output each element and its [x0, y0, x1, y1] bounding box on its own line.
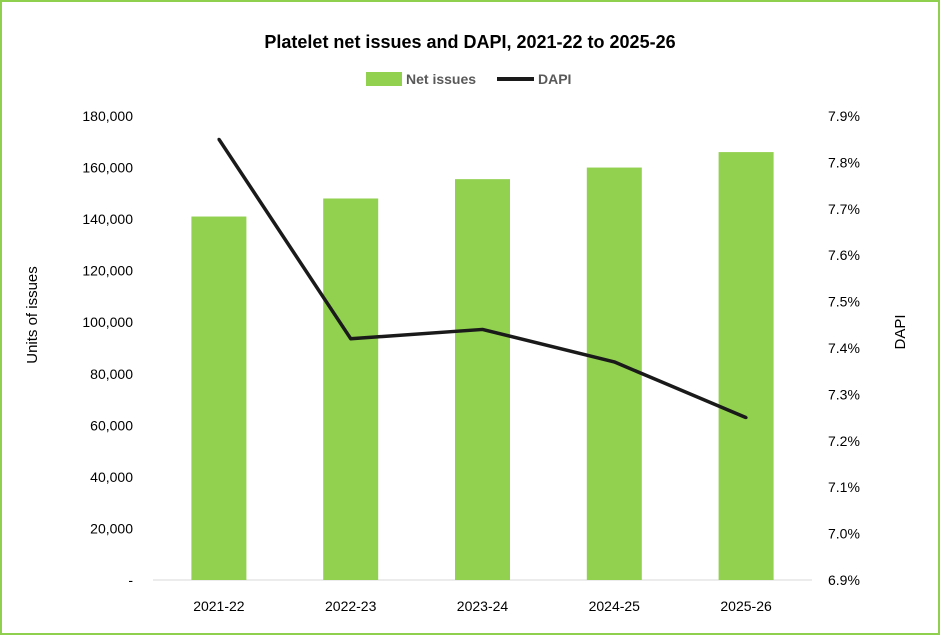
- y-tick-label: 100,000: [82, 314, 133, 330]
- y2-tick-label: 7.0%: [828, 526, 860, 542]
- legend-label-net-issues: Net issues: [406, 71, 476, 87]
- y-tick-label: 20,000: [90, 520, 133, 536]
- y2-tick-label: 7.6%: [828, 247, 860, 263]
- y-tick-label: 180,000: [82, 108, 133, 124]
- dapi-point-2021-22: [217, 137, 221, 141]
- y-axis-title: Units of issues: [24, 266, 41, 364]
- legend-swatch-net-issues: [366, 72, 402, 86]
- x-tick-label: 2021-22: [193, 598, 245, 614]
- y2-axis-title: DAPI: [892, 314, 909, 349]
- x-tick-label: 2025-26: [720, 598, 772, 614]
- dapi-line-group: [217, 137, 748, 420]
- y2-tick-label: 7.8%: [828, 154, 860, 170]
- dapi-point-2022-23: [349, 337, 353, 341]
- y2-tick-label: 7.1%: [828, 479, 860, 495]
- legend-label-dapi: DAPI: [538, 71, 571, 87]
- bar-2024-25: [586, 167, 642, 581]
- bar-2022-23: [323, 198, 379, 580]
- bar-2023-24: [455, 179, 510, 580]
- y-tick-label: -: [128, 572, 133, 588]
- y2-tick-label: 7.9%: [828, 108, 860, 124]
- y-tick-label: 80,000: [90, 366, 133, 382]
- dapi-point-2023-24: [481, 327, 484, 331]
- x-axis-ticks: 2021-22 2022-23 2023-24 2024-25 2025-26: [193, 598, 772, 614]
- dapi-point-2024-25: [612, 360, 616, 364]
- bar-2021-22: [191, 216, 247, 581]
- y-tick-label: 60,000: [90, 417, 133, 433]
- y-tick-label: 120,000: [82, 263, 133, 279]
- y2-tick-label: 7.7%: [828, 201, 860, 217]
- bars-group: [191, 152, 774, 581]
- chart-title: Platelet net issues and DAPI, 2021-22 to…: [264, 32, 675, 52]
- x-tick-label: 2022-23: [325, 598, 377, 614]
- y2-tick-label: 6.9%: [828, 572, 860, 588]
- x-tick-label: 2023-24: [457, 598, 509, 614]
- y-tick-label: 40,000: [90, 469, 133, 485]
- y2-tick-label: 7.4%: [828, 340, 860, 356]
- bar-2025-26: [718, 152, 774, 581]
- y-axis-ticks: - 20,000 40,000 60,000 80,000 100,000 120,000 1…: [82, 108, 133, 588]
- x-tick-label: 2024-25: [589, 598, 641, 614]
- dapi-point-2025-26: [744, 416, 748, 420]
- y2-tick-label: 7.5%: [828, 294, 860, 310]
- y-tick-label: 140,000: [82, 211, 133, 227]
- y-tick-label: 160,000: [82, 160, 133, 176]
- y2-tick-label: 7.3%: [828, 386, 860, 402]
- y2-axis-ticks: 6.9% 7.0% 7.1% 7.2% 7.3% 7.4% 7.5% 7.6% 7.7% 7.8%…: [828, 108, 860, 588]
- legend: Net issues DAPI: [366, 71, 571, 87]
- y2-tick-label: 7.2%: [828, 433, 860, 449]
